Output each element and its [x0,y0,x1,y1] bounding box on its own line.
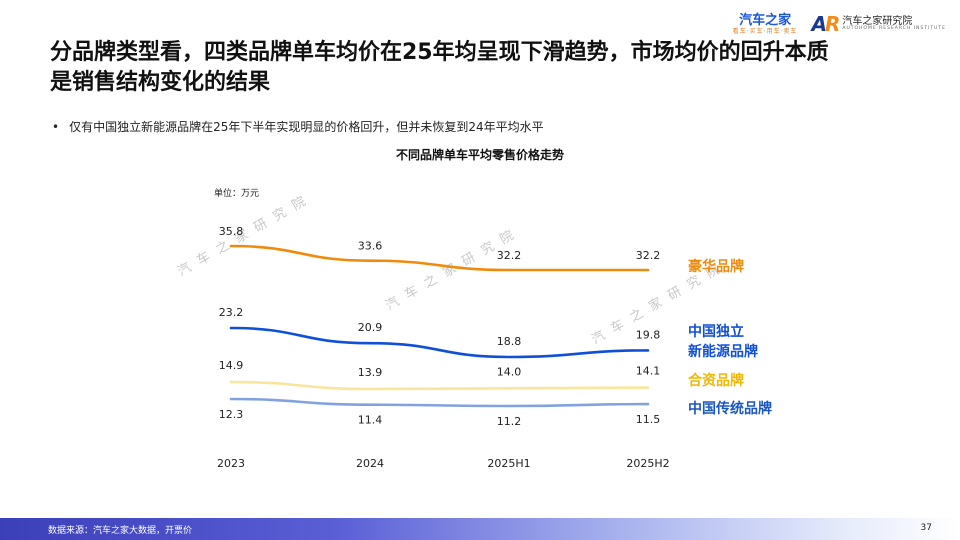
bullet-dot-icon: • [52,120,60,134]
legend-label-2: 合资品牌 [688,373,744,389]
page-title: 分品牌类型看，四类品牌单车均价在25年均呈现下滑趋势，市场均价的回升本质 是销售… [50,38,920,98]
data-label-1-2: 18.8 [497,335,522,348]
autohome-logo-text: 汽车之家 [739,12,792,28]
data-label-2-1: 13.9 [358,366,383,379]
institute-name: 汽车之家研究院 [842,16,913,28]
x-tick-label-0: 2023 [217,457,245,470]
data-label-1-3: 19.8 [636,328,661,341]
data-label-2-0: 14.9 [219,359,244,372]
series-line-2 [229,380,650,391]
chart-unit-label: 单位：万元 [214,189,260,199]
legend-label-0: 豪华品牌 [688,259,744,275]
data-label-1-1: 20.9 [358,321,383,334]
data-label-2-3: 14.1 [636,365,661,378]
institute-name-en: AUTOHOME RESEARCH INSTITUTE [842,26,946,32]
data-label-0-3: 32.2 [636,249,661,262]
data-label-3-2: 11.2 [497,415,522,428]
data-label-0-2: 32.2 [497,249,522,262]
ar-logo-mark: AR [811,12,840,36]
legend-label-3: 中国传统品牌 [688,401,772,417]
page-title-line2: 是销售结构变化的结果 [50,70,271,95]
key-finding-text: 仅有中国独立新能源品牌在25年下半年实现明显的价格回升，但并未恢复到24年平均水… [69,120,544,134]
x-tick-label-3: 2025H2 [626,457,669,470]
page-title-line1: 分品牌类型看，四类品牌单车均价在25年均呈现下滑趋势，市场均价的回升本质 [50,40,829,65]
data-label-0-1: 33.6 [358,240,383,253]
series-line-0 [229,244,650,272]
data-source: 数据来源：汽车之家大数据，开票价 [48,526,193,536]
research-institute-logo: AR AR 汽车之家研究院 AUTOHOME RESEARCH INSTITUT… [811,12,946,36]
series-line-1 [229,326,650,359]
autohome-logo: 汽车之家 看车·买车·用车·卖车 [733,14,798,35]
data-label-2-2: 14.0 [497,365,522,378]
legend-label-1: 中国独立 新能源品牌 [688,324,758,360]
data-label-3-3: 11.5 [636,413,661,426]
data-label-0-0: 35.8 [219,225,244,238]
chart-title: 不同品牌单车平均零售价格走势 [395,148,564,162]
x-tick-label-2: 2025H1 [487,457,530,470]
page-number: 37 [920,523,932,533]
autohome-logo-slogan: 看车·买车·用车·卖车 [732,27,798,35]
header-logos: 汽车之家 看车·买车·用车·卖车 AR AR 汽车之家研究院 AUTOHOME … [733,12,946,36]
x-tick-label-1: 2024 [356,457,384,470]
footer-bar: 数据来源：汽车之家大数据，开票价 37 [0,518,960,540]
data-label-1-0: 23.2 [219,306,244,319]
series-line-3 [229,397,650,408]
key-finding: • 仅有中国独立新能源品牌在25年下半年实现明显的价格回升，但并未恢复到24年平均… [52,118,544,135]
data-label-3-1: 11.4 [358,414,383,427]
data-label-3-0: 12.3 [219,408,244,421]
